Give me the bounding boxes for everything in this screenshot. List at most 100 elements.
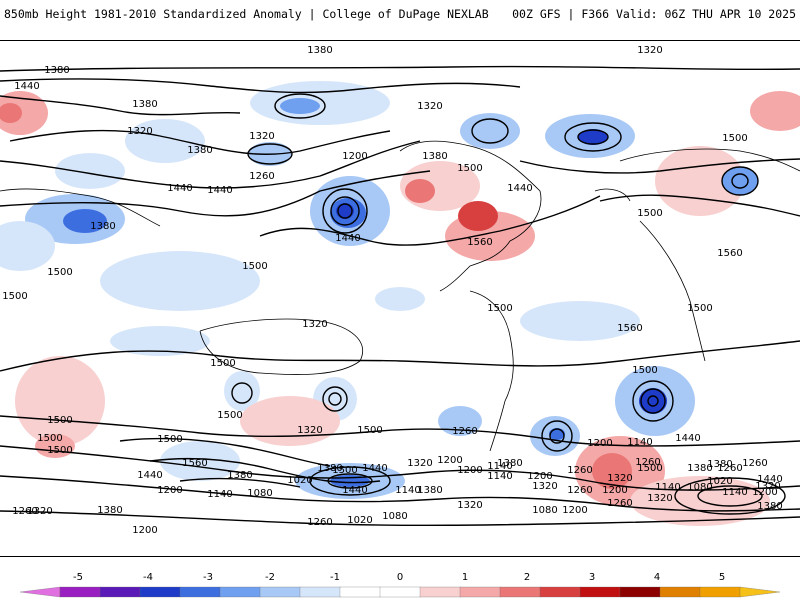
colorbar: -5 -4 -3 -2 -1 0 1 2 3 4 5: [0, 570, 800, 600]
contour-label: 1260: [567, 485, 592, 496]
contour-label: 1320: [297, 425, 322, 436]
contour-label: 1320: [302, 319, 327, 330]
contour-label: 1380: [757, 501, 782, 512]
colorbar-swatch: [179, 586, 221, 598]
contour-label: 1200: [157, 485, 182, 496]
contour-label: 1140: [627, 437, 652, 448]
contour-label: 1020: [287, 475, 312, 486]
contour-label: 1440: [507, 183, 532, 194]
colorbar-tick-label: 0: [396, 572, 404, 583]
contour-label: 1500: [217, 410, 242, 421]
contour-label: 1140: [655, 482, 680, 493]
contour-label: 1440: [207, 185, 232, 196]
header: 850mb Height 1981-2010 Standardized Anom…: [0, 0, 800, 40]
contour-label: 1440: [757, 474, 782, 485]
colorbar-swatch: [539, 586, 581, 598]
contour-label: 1320: [249, 131, 274, 142]
contour-label: 1380: [97, 505, 122, 516]
contour-label: 1320: [27, 506, 52, 517]
colorbar-tick-label: -5: [73, 572, 83, 583]
contour-label: 1380: [497, 458, 522, 469]
colorbar-swatch: [139, 586, 181, 598]
contour-label: 1500: [157, 434, 182, 445]
contour-label: 1260: [12, 506, 37, 517]
contour-label: 1140: [207, 489, 232, 500]
colorbar-swatch: [339, 586, 381, 598]
colorbar-tick-label: 1: [461, 572, 469, 583]
contour-label: 1500: [242, 261, 267, 272]
contour-label: 1200: [602, 485, 627, 496]
contour-label: 1140: [487, 461, 512, 472]
contour-label: 1440: [14, 81, 39, 92]
colorbar-swatch: [699, 586, 741, 598]
colorbar-tick-label: -3: [203, 572, 213, 583]
contour-label: 1500: [457, 163, 482, 174]
contour-label: 1200: [457, 465, 482, 476]
contour-label: 1200: [342, 151, 367, 162]
contour-label: 1500: [2, 291, 27, 302]
contour-label: 1260: [635, 457, 660, 468]
colorbar-scale: [19, 586, 781, 598]
contour-label: 1200: [752, 487, 777, 498]
contour-label: 1500: [632, 365, 657, 376]
contour-label: 1380: [90, 221, 115, 232]
contour-label: 1560: [467, 237, 492, 248]
model-run-info: 00Z GFS | F366 Valid: 06Z THU APR 10 202…: [512, 7, 796, 21]
contour-label: 1320: [457, 500, 482, 511]
contour-label: 1380: [187, 145, 212, 156]
contour-label: 1440: [137, 470, 162, 481]
contour-label: 1440: [335, 233, 360, 244]
contour-label: 1260: [717, 463, 742, 474]
contour-label: 1140: [722, 487, 747, 498]
colorbar-swatch: [99, 586, 141, 598]
contour-label: 1320: [417, 101, 442, 112]
contour-label: 1080: [382, 511, 407, 522]
colorbar-swatch: [499, 586, 541, 598]
contour-label: 1380: [687, 463, 712, 474]
contour-label: 1260: [249, 171, 274, 182]
colorbar-swatch: [459, 586, 501, 598]
contour-label: 1200: [437, 455, 462, 466]
contour-label: 1380: [707, 459, 732, 470]
colorbar-swatch: [619, 586, 661, 598]
contour-label: 1140: [487, 471, 512, 482]
contour-label: 1260: [742, 458, 767, 469]
contour-label: 1440: [167, 183, 192, 194]
contour-labels: 1320 1380 1440 1380 1320 1380 1440 1380 1500 1440…: [2, 45, 782, 536]
contour-label: 1200: [562, 505, 587, 516]
colorbar-swatch: [659, 586, 701, 598]
contour-label: 1500: [37, 433, 62, 444]
map-panel: 1320 1380 1440 1380 1320 1380 1440 1380 1500 1440…: [0, 40, 800, 557]
anomaly-map: 1320 1380 1440 1380 1320 1380 1440 1380 1500 1440…: [0, 45, 800, 536]
anomaly-shading: [0, 81, 800, 526]
contour-label: 1260: [607, 498, 632, 509]
colorbar-tick-label: -4: [143, 572, 153, 583]
contour-label: 1500: [332, 465, 357, 476]
contour-label: 1500: [637, 208, 662, 219]
colorbar-swatch: [299, 586, 341, 598]
contour-label: 1320: [532, 481, 557, 492]
contour-label: 1440: [675, 433, 700, 444]
contour-label: 1320: [637, 45, 662, 56]
colorbar-swatch: [739, 586, 781, 598]
contour-label: 1500: [722, 133, 747, 144]
colorbar-tick-label: 2: [523, 572, 531, 583]
contour-label: 1500: [687, 303, 712, 314]
contour-label: 1500: [47, 267, 72, 278]
contour-label: 1380: [227, 470, 252, 481]
contour-label: 1500: [487, 303, 512, 314]
contour-label: 1260: [307, 517, 332, 528]
contour-label: 1500: [47, 415, 72, 426]
colorbar-tick-label: -1: [330, 572, 340, 583]
contour-label: 1500: [357, 425, 382, 436]
colorbar-swatch: [379, 586, 421, 598]
contour-label: 1320: [647, 493, 672, 504]
colorbar-tick-label: -2: [265, 572, 275, 583]
colorbar-tick-label: 5: [718, 572, 726, 583]
contour-label: 1320: [607, 473, 632, 484]
contour-label: 1380: [132, 99, 157, 110]
contour-label: 1380: [422, 151, 447, 162]
contour-label: 1560: [717, 248, 742, 259]
contour-label: 1080: [247, 488, 272, 499]
contour-label: 1200: [527, 471, 552, 482]
